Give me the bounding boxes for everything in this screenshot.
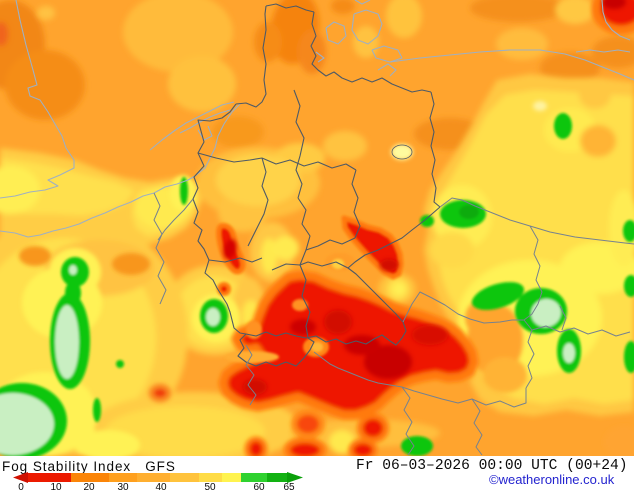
svg-text:65: 65 (283, 482, 295, 490)
svg-text:20: 20 (83, 482, 95, 490)
svg-text:60: 60 (253, 482, 265, 490)
svg-text:50: 50 (204, 482, 216, 490)
svg-text:10: 10 (50, 482, 62, 490)
svg-text:0: 0 (18, 482, 24, 490)
svg-text:40: 40 (155, 482, 167, 490)
svg-text:30: 30 (117, 482, 129, 490)
